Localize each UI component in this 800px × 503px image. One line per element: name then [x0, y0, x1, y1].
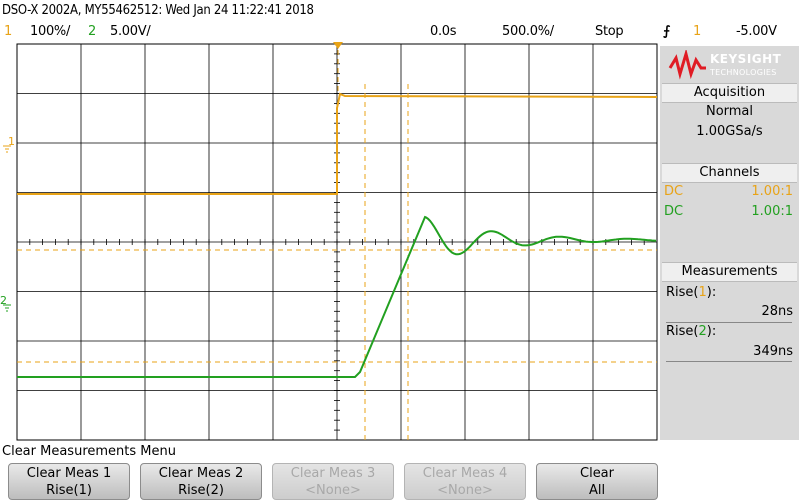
logo-brand: KEYSIGHT: [710, 52, 782, 66]
keysight-logo: KEYSIGHT TECHNOLOGIES: [668, 50, 796, 80]
graticule-grid: [16, 43, 658, 441]
meas2-divider: [666, 361, 792, 362]
ch1-scale[interactable]: 100%/: [30, 24, 71, 39]
meas1-value: 28ns: [761, 304, 793, 319]
softkey-clear-meas-4[interactable]: Clear Meas 4 <None>: [404, 463, 526, 500]
status-bar: 1 100%/ 2 5.00V/ 0.0s 500.0%/ Stop ⨍ 1 -…: [0, 22, 800, 42]
ch1-ground-marker[interactable]: 1: [3, 135, 15, 153]
window-title: DSO-X 2002A, MY55462512: Wed Jan 24 11:2…: [2, 3, 314, 18]
run-state[interactable]: Stop: [595, 24, 624, 39]
ch1-trace: [17, 92, 658, 195]
menu-title: Clear Measurements Menu: [2, 444, 176, 459]
side-panel: KEYSIGHT TECHNOLOGIES Acquisition Normal…: [660, 46, 799, 440]
keysight-wave-icon: [668, 50, 706, 80]
ch2-marker-label: 2: [0, 294, 7, 307]
logo-sub: TECHNOLOGIES: [710, 68, 777, 77]
ch1-number[interactable]: 1: [4, 24, 12, 39]
acquisition-rate: 1.00GSa/s: [696, 124, 763, 139]
ch1-coupling: DC: [664, 184, 684, 199]
time-scale[interactable]: 500.0%/: [502, 24, 554, 39]
waveform-display[interactable]: 1 2: [0, 42, 660, 442]
ch1-marker-label: 1: [8, 135, 15, 148]
ch2-scale[interactable]: 5.00V/: [110, 24, 151, 39]
time-delay[interactable]: 0.0s: [430, 24, 457, 39]
channels-heading[interactable]: Channels: [662, 163, 797, 183]
softkey-clear-meas-1[interactable]: Clear Meas 1 Rise(1): [8, 463, 130, 500]
softkey-clear-meas-3[interactable]: Clear Meas 3 <None>: [272, 463, 394, 500]
meas1-label: Rise(1):: [666, 285, 717, 300]
softkey-clear-all[interactable]: Clear All: [536, 463, 658, 500]
trigger-edge-icon: ⨍: [663, 24, 671, 39]
softkey-clear-meas-2[interactable]: Clear Meas 2 Rise(2): [140, 463, 262, 500]
ch2-probe: 1.00:1: [751, 204, 793, 219]
ch2-ground-marker[interactable]: 2: [0, 294, 11, 312]
trigger-level[interactable]: -5.00V: [736, 24, 777, 39]
ch2-number[interactable]: 2: [88, 24, 96, 39]
trigger-channel[interactable]: 1: [693, 24, 701, 39]
meas1-divider: [666, 322, 792, 323]
measurement-cursors: [17, 50, 657, 440]
trigger-position-icon: [333, 42, 343, 49]
acquisition-heading[interactable]: Acquisition: [662, 83, 797, 103]
meas2-value: 349ns: [753, 344, 793, 359]
ch1-probe: 1.00:1: [751, 184, 793, 199]
acquisition-mode: Normal: [705, 104, 754, 119]
measurements-heading[interactable]: Measurements: [662, 262, 797, 282]
meas2-label: Rise(2):: [666, 324, 717, 339]
ch2-coupling: DC: [664, 204, 684, 219]
ch2-trace: [17, 215, 657, 378]
